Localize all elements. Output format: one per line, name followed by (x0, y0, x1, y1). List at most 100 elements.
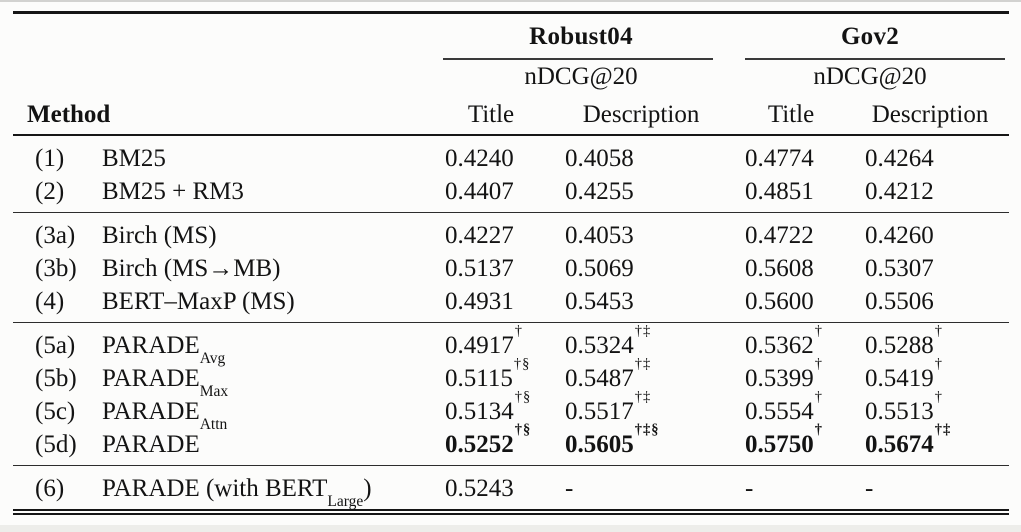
significance-markers: † (934, 388, 944, 405)
metric-value: 0.5362† (731, 322, 851, 362)
metric-value: 0.5307 (851, 252, 1009, 285)
method-text: PARADE (102, 331, 200, 359)
metric-value: 0.4212 (851, 175, 1009, 213)
value-text: 0.4053 (565, 221, 634, 249)
value-text: 0.4917 (445, 331, 514, 359)
method-text: PARADE (with BERT (102, 474, 328, 502)
value-text: 0.4774 (745, 144, 814, 172)
value-text: - (745, 474, 754, 502)
metric-value: 0.5115†§ (431, 357, 551, 395)
page-top-edge-rule (0, 0, 1021, 2)
table-group-3: (5a) PARADEAvg 0.4917† 0.5324†‡ 0.5362† 0.528… (13, 322, 1010, 466)
significance-markers: †§ (513, 355, 531, 372)
robust04-label: Robust04 (529, 22, 633, 50)
metric-value: 0.5517†‡ (551, 390, 731, 428)
gov2-title-header: Title (731, 93, 852, 136)
metric-value: 0.5243 (431, 465, 551, 512)
metric-value: 0.5288† (851, 322, 1009, 362)
method-subscript: Attn (199, 415, 228, 433)
method-name: PARADEAttn (91, 395, 431, 433)
metric-value: - (551, 465, 731, 512)
metric-value: 0.5750† (731, 423, 851, 466)
method-text: PARADE (102, 364, 200, 392)
row-number: (6) (35, 474, 65, 502)
value-text: 0.4227 (445, 221, 514, 249)
metric-value: 0.4058 (551, 135, 731, 175)
significance-markers: †‡ (634, 322, 652, 339)
method-name: Birch (MS→MB) (91, 252, 431, 285)
value-text: 0.5554 (745, 397, 814, 425)
metric-value: 0.4227 (431, 212, 551, 252)
value-text: - (565, 474, 574, 502)
robust04-description-header: Description (551, 93, 732, 136)
metric-value: 0.5419† (851, 357, 1009, 395)
value-text: 0.5506 (865, 287, 934, 315)
value-text: 0.4255 (565, 177, 634, 205)
significance-markers: †‡ (934, 421, 952, 438)
value-text: 0.5419 (865, 364, 934, 392)
method-subscript: Large (327, 492, 364, 510)
metric-value: 0.5513† (851, 390, 1009, 428)
table-row: (3a) Birch (MS) 0.4227 0.4053 0.4722 0.4260 (13, 212, 1009, 252)
significance-markers: † (514, 322, 523, 339)
page-bottom-edge (0, 525, 1021, 532)
method-name: PARADE (91, 428, 431, 466)
method-name: BERT–MaxP (MS) (91, 285, 431, 323)
robust04-metric-label: nDCG@20 (524, 62, 638, 90)
metric-value: 0.4774 (731, 135, 851, 175)
value-text: 0.5608 (745, 254, 814, 282)
metric-value: 0.4722 (731, 212, 851, 252)
table-group-1: (1) BM25 0.4240 0.4058 0.4774 0.4264 (2) BM25 +… (13, 135, 1009, 213)
value-text: 0.5517 (565, 397, 634, 425)
value-text: 0.5115 (445, 364, 513, 392)
metric-value: 0.5453 (551, 285, 731, 323)
value-text: 0.4260 (865, 221, 934, 249)
method-column-header: Method (13, 93, 431, 136)
column-group-robust04: Robust04 (431, 13, 731, 60)
row-number: (5c) (35, 397, 76, 425)
metric-value: 0.5600 (731, 285, 851, 323)
value-text: 0.4407 (445, 177, 514, 205)
metric-value: - (731, 465, 851, 512)
metric-value: 0.4917† (431, 322, 551, 362)
method-name: BM25 + RM3 (91, 175, 431, 213)
value-text: 0.4058 (565, 144, 634, 172)
row-number: (1) (35, 144, 65, 172)
method-text: PARADE (102, 397, 200, 425)
table-row: (4) BERT–MaxP (MS) 0.4931 0.5453 0.5600 0.550… (13, 285, 1009, 323)
metric-value: 0.5674†‡ (851, 423, 1009, 466)
metric-value: 0.5608 (731, 252, 851, 285)
value-text: 0.5362 (745, 331, 814, 359)
table-row: (2) BM25 + RM3 0.4407 0.4255 0.4851 0.4212 (13, 175, 1009, 213)
metric-value: - (851, 465, 1009, 512)
method-subscript: Max (199, 382, 229, 400)
method-text: PARADE (102, 430, 200, 458)
method-text: BM25 + RM3 (102, 177, 244, 205)
method-text: Birch (MS→MB) (102, 254, 281, 282)
metric-value: 0.5506 (851, 285, 1009, 323)
metric-value: 0.5399† (731, 357, 851, 395)
value-text: 0.5750 (745, 430, 814, 458)
row-number: (5a) (35, 331, 76, 359)
value-text: 0.5134 (445, 397, 514, 425)
row-number: (3b) (35, 254, 77, 282)
metric-value: 0.4053 (551, 212, 731, 252)
method-text: BM25 (102, 144, 166, 172)
metric-value: 0.5605†‡§ (551, 423, 731, 466)
significance-markers: † (814, 388, 824, 405)
method-text: ) (363, 474, 372, 502)
metric-row: nDCG@20 nDCG@20 (13, 60, 1009, 94)
table-row: (5a) PARADEAvg 0.4917† 0.5324†‡ 0.5362† 0.528… (13, 322, 1009, 367)
table-row: (5c) PARADEAttn 0.5134†§ 0.5517†‡ 0.5554† 0.5… (13, 390, 1009, 433)
row-number: (5d) (35, 430, 77, 458)
significance-markers: † (934, 355, 944, 372)
robust04-span-rule (443, 57, 714, 60)
method-subscript: Avg (199, 349, 226, 367)
collection-group-row: Robust04 Gov2 (13, 13, 1009, 60)
significance-markers: †‡ (634, 388, 652, 405)
metric-value: 0.4255 (551, 175, 731, 213)
metric-value: 0.4264 (851, 135, 1009, 175)
metric-value: 0.5252†§ (431, 423, 551, 466)
value-text: 0.5069 (565, 254, 634, 282)
significance-markers: † (814, 322, 824, 339)
